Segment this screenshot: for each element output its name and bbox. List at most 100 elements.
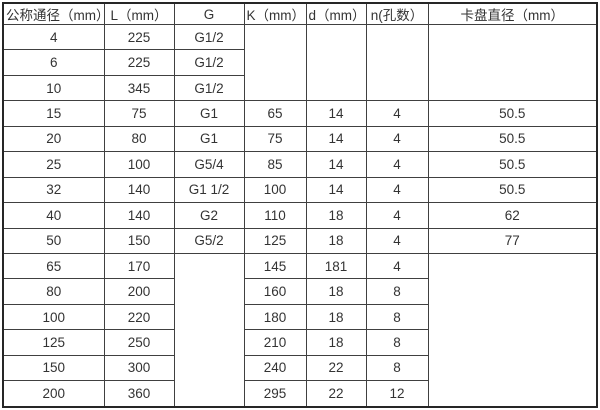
table-cell: 240 [243,354,307,382]
table-cell: 75 [243,125,307,153]
table-cell: G1 [173,100,245,127]
table-cell: 200 [103,278,175,305]
table-cell: 18 [305,329,367,356]
table-cell-empty [427,252,598,408]
table-cell: 150 [103,227,175,254]
table-cell: 225 [103,23,175,51]
table-cell: 8 [365,354,429,382]
table-cell: 14 [305,151,367,178]
table-cell: 345 [103,74,175,102]
col-header-thread-G: G [173,2,245,25]
table-row: 20 80 G1 75 14 4 50.5 [2,125,598,153]
table-row: 32 140 G1 1/2 100 14 4 50.5 [2,176,598,204]
table-cell: 32 [2,176,105,204]
col-header-K: K（mm） [243,2,307,25]
table-cell-empty [243,23,307,102]
table-cell: G5/2 [173,227,245,254]
table-cell: 4 [365,100,429,127]
col-header-length-L: L（mm） [103,2,175,25]
table-cell: 65 [243,100,307,127]
table-cell: 40 [2,202,105,229]
table-cell: 22 [305,354,367,382]
table-cell: 4 [2,23,105,51]
table-cell: 65 [2,252,105,280]
table-cell: 100 [103,151,175,178]
table-cell: 300 [103,354,175,382]
table-cell: 4 [365,252,429,280]
table-cell: 12 [365,380,429,408]
table-cell: G1 [173,125,245,153]
table-cell-empty [427,23,598,102]
table-cell: 50.5 [427,125,598,153]
table-cell: 4 [365,176,429,204]
table-cell: 8 [365,278,429,305]
table-cell-empty [173,252,245,408]
table-cell: G2 [173,202,245,229]
table-row: 4 225 G1/2 [2,23,598,102]
table-cell: 180 [243,303,307,331]
table-row: 125 250 210 18 8 [2,329,597,356]
table-cell-empty [365,23,429,102]
table-cell: 22 [305,380,367,408]
table-cell: 15 [2,100,105,127]
col-header-chuck-diameter: 卡盘直径（mm） [427,2,598,25]
table-cell: 18 [305,278,367,305]
table-cell: G1/2 [173,74,245,102]
table-cell: 225 [103,49,175,76]
table-cell-empty [305,23,367,102]
table-row: 6 225 G1/2 [2,49,597,76]
table-cell: 160 [243,278,307,305]
table-cell: 50 [2,227,105,254]
table-row: 15 75 G1 65 14 4 50.5 [2,100,598,127]
table-cell: 62 [427,202,598,229]
table-body: 4 225 G1/2 6 225 G1/2 10 345 G1/2 15 75 G1 65 14 4 50.5… [2,23,598,408]
table-cell: 80 [2,278,105,305]
table-cell: 14 [305,176,367,204]
table-row: 150 300 240 22 8 [2,354,597,382]
table-row: 200 360 295 22 12 [2,380,597,408]
table-cell: 145 [243,252,307,280]
table-row: 65 170 145 181 4 [2,252,598,408]
table-cell: 181 [305,252,367,280]
table-row: 80 200 160 18 8 [2,278,597,305]
table-cell: 125 [2,329,105,356]
col-header-n-holes: n(孔数） [365,2,429,25]
table-cell: 210 [243,329,307,356]
table-cell: 100 [243,176,307,204]
table-cell: 75 [103,100,175,127]
table-cell: 125 [243,227,307,254]
table-cell: 14 [305,100,367,127]
table-cell: 4 [365,125,429,153]
table-cell: 4 [365,202,429,229]
table-cell: 8 [365,329,429,356]
table-cell: 50.5 [427,100,598,127]
table-cell: 4 [365,227,429,254]
table-cell: 220 [103,303,175,331]
table-cell: 77 [427,227,598,254]
table-cell: 10 [2,74,105,102]
table-row: 50 150 G5/2 125 18 4 77 [2,227,598,254]
table-cell: 110 [243,202,307,229]
col-header-nominal-diameter: 公称通径（mm） [2,2,105,25]
table-cell: 85 [243,151,307,178]
table-cell: 14 [305,125,367,153]
header-row: 公称通径（mm） L（mm） G K（mm） d（mm） n(孔数） 卡盘直径（… [2,2,598,25]
table-header: 公称通径（mm） L（mm） G K（mm） d（mm） n(孔数） 卡盘直径（… [2,2,598,25]
table-cell: G1/2 [173,23,245,51]
table-cell: 18 [305,202,367,229]
table-cell: 170 [103,252,175,280]
table-cell: 360 [103,380,175,408]
table-cell: 295 [243,380,307,408]
table-cell: 18 [305,227,367,254]
table-cell: 20 [2,125,105,153]
table-cell: 80 [103,125,175,153]
table-cell: 6 [2,49,105,76]
table-cell: 18 [305,303,367,331]
table-cell: 100 [2,303,105,331]
table-cell: 140 [103,202,175,229]
table-cell: 150 [2,354,105,382]
table-row: 40 140 G2 110 18 4 62 [2,202,598,229]
table-cell: 4 [365,151,429,178]
table-row: 25 100 G5/4 85 14 4 50.5 [2,151,598,178]
